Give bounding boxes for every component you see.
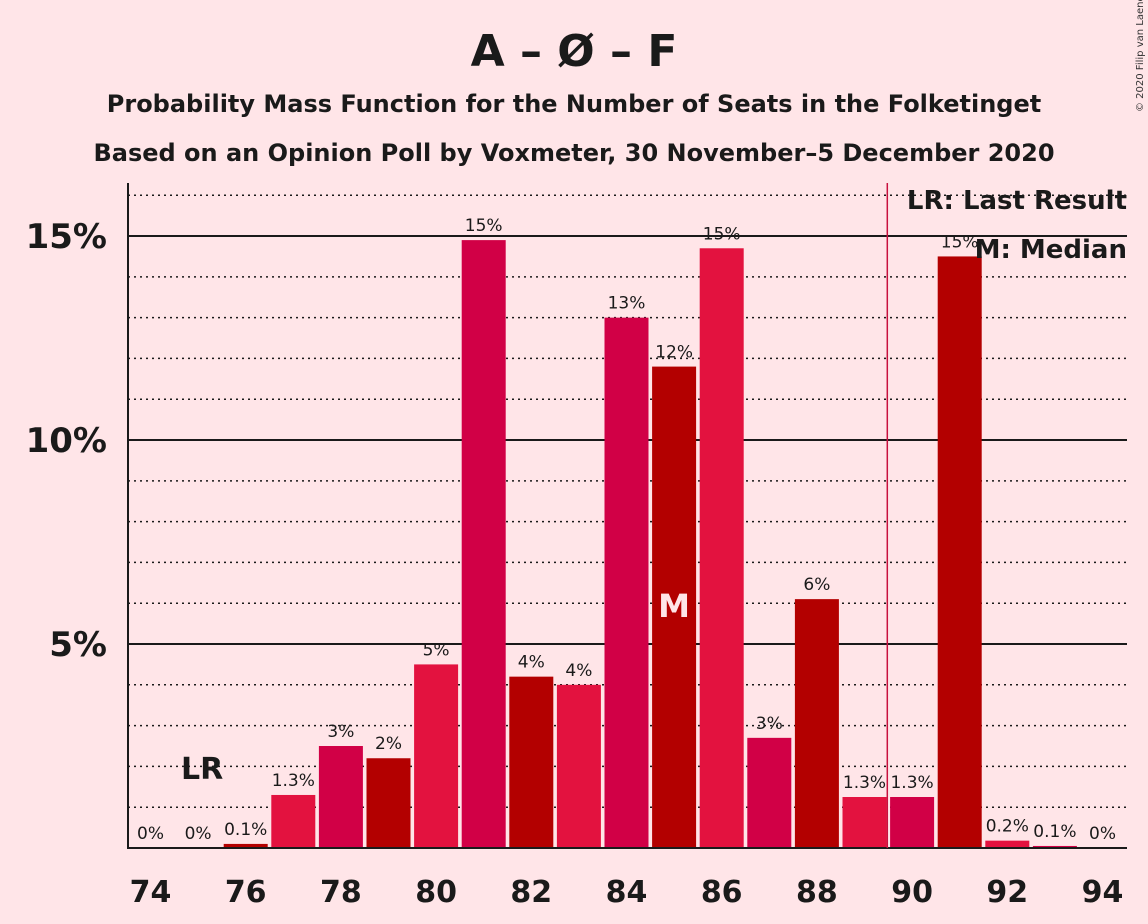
x-tick-label: 78 [320,875,362,910]
axes [127,183,1127,849]
bar-seat-88 [794,599,839,848]
y-tick-label: 10% [26,421,107,461]
x-tick-label: 84 [606,875,648,910]
bar-value-labels: 0% 0% 0.1% 1.3% 3% 2% 5% 15% 4% 4% 13% 12% 15% 3% 6% 1.… [137,216,1116,844]
bar-seat-89 [842,797,887,848]
bars [223,240,1077,849]
median-marker: M [658,587,690,625]
bar-label-seat-94: 0% [1089,824,1116,844]
x-tick-label: 80 [415,875,457,910]
x-tick-label: 94 [1082,875,1124,910]
bar-seat-91 [937,256,982,849]
x-tick-label: 76 [225,875,267,910]
bar-label-seat-89: 1.3% [843,773,886,793]
bar-label-seat-76: 0.1% [224,820,267,840]
y-tick-labels: 5% 10% 15% [26,217,107,665]
bar-seat-93 [1032,845,1077,848]
x-tick-label: 92 [986,875,1028,910]
x-tick-label: 74 [130,875,172,910]
bar-seat-87 [747,737,792,848]
bar-label-seat-77: 1.3% [272,771,315,791]
bar-label-seat-91: 15% [941,232,979,252]
bar-label-seat-74: 0% [137,824,164,844]
bar-label-seat-81: 15% [465,216,503,236]
bar-seat-79 [366,758,411,848]
bar-label-seat-75: 0% [185,824,212,844]
chart-title: A – Ø – F [471,26,678,77]
bar-label-seat-92: 0.2% [986,817,1029,837]
bar-label-seat-88: 6% [803,575,830,595]
bar-label-seat-93: 0.1% [1033,822,1076,842]
bar-label-seat-78: 3% [327,722,354,742]
bar-seat-86 [699,248,744,849]
x-tick-label: 82 [510,875,552,910]
bar-label-seat-86: 15% [703,224,741,244]
chart-subtitle-line-2: Based on an Opinion Poll by Voxmeter, 30… [93,139,1054,167]
bar-label-seat-87: 3% [756,714,783,734]
y-tick-label: 15% [26,217,107,257]
bar-label-seat-90: 1.3% [890,773,933,793]
bar-label-seat-80: 5% [423,640,450,660]
x-tick-label: 86 [701,875,743,910]
y-tick-label: 5% [49,625,107,665]
x-tick-label: 88 [796,875,838,910]
x-tick-label: 90 [891,875,933,910]
chart-subtitle-line-1: Probability Mass Function for the Number… [107,90,1041,118]
bar-seat-83 [556,684,601,848]
bar-label-seat-84: 13% [608,294,646,314]
bar-label-seat-79: 2% [375,734,402,754]
x-tick-labels: 74 76 78 80 82 84 86 88 90 92 94 [130,875,1124,910]
bar-label-seat-82: 4% [518,653,545,673]
bar-seat-80 [414,664,459,848]
bar-seat-78 [318,746,363,848]
bar-seat-92 [985,840,1030,848]
bar-seat-85 [652,366,697,848]
legend-median: M: Median [975,235,1127,265]
bar-seat-76 [223,843,268,848]
bar-seat-81 [461,240,506,848]
bar-label-seat-85: 12% [655,343,693,363]
bar-seat-77 [271,794,316,848]
bar-seat-82 [509,676,554,848]
legend-last-result: LR: Last Result [907,186,1127,216]
last-result-marker: LR [181,752,223,787]
bar-seat-84 [604,317,649,848]
bar-seat-90 [890,797,935,848]
markers: LR M [181,183,889,848]
bar-label-seat-83: 4% [565,661,592,681]
copyright-notice: © 2020 Filip van Laenen [1135,0,1146,112]
